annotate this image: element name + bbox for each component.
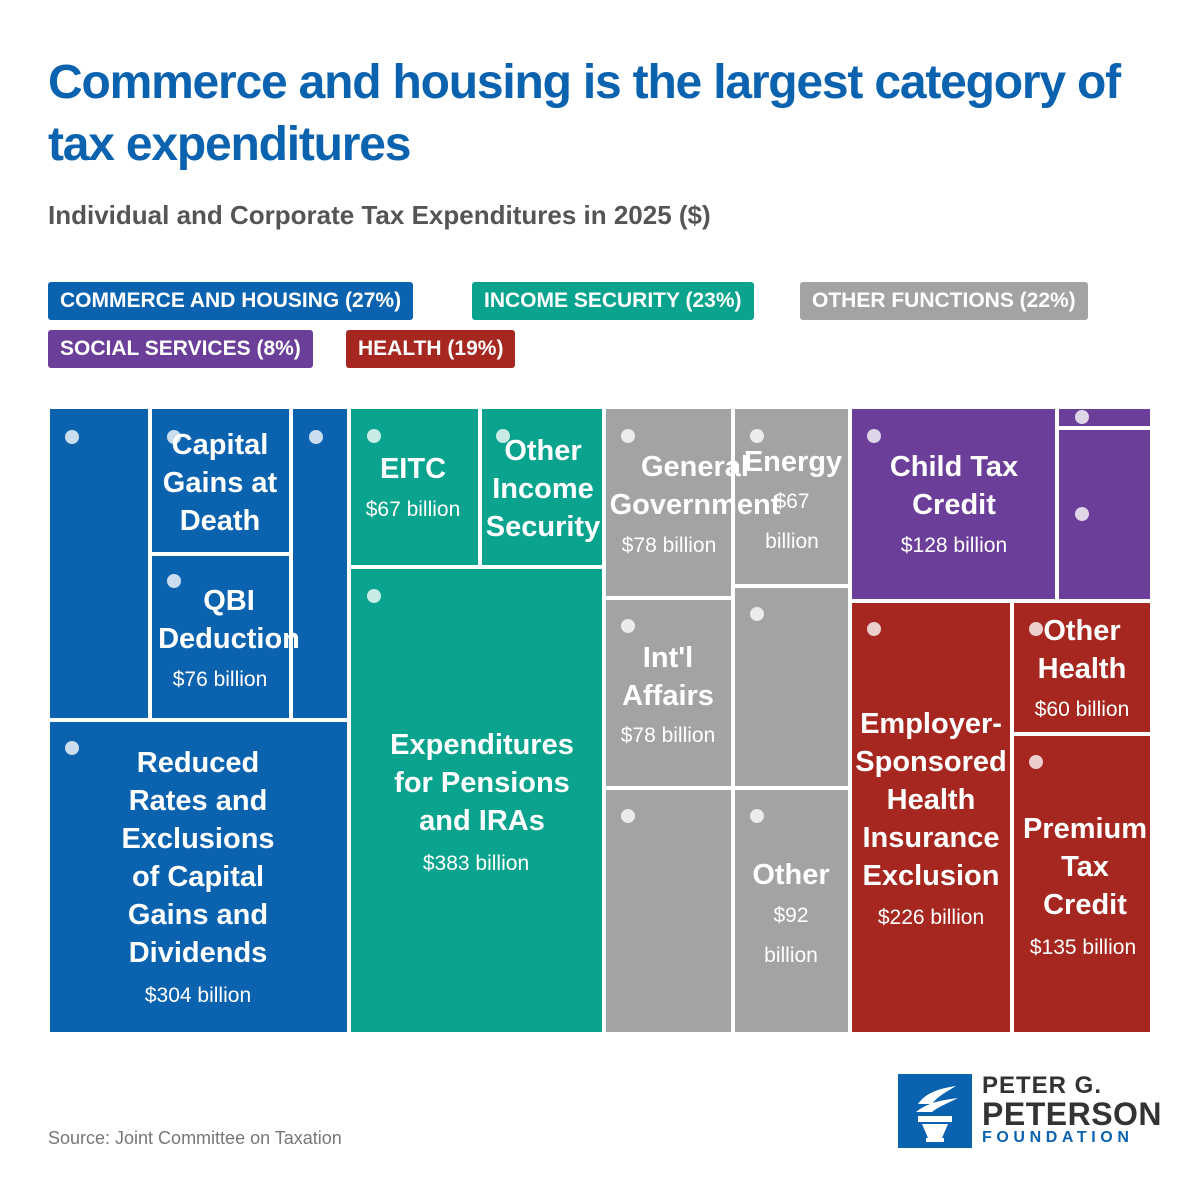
logo-line-3: FOUNDATION — [982, 1129, 1134, 1146]
label-intl-affairs: Int'l Affairs — [622, 642, 714, 712]
chart-subtitle: Individual and Corporate Tax Expenditure… — [48, 200, 711, 230]
legend-social-services: SOCIAL SERVICES (8%) — [48, 330, 313, 368]
tile-child-tax-credit — [850, 407, 1057, 601]
legend-health: HEALTH (19%) — [346, 330, 516, 368]
tile-eitc — [349, 407, 480, 567]
tile-premium-tax-credit-dot-icon — [1029, 755, 1043, 769]
peterson-foundation-logo: PETER G. PETERSON FOUNDATION — [898, 1072, 1162, 1148]
legend-commerce-housing: COMMERCE AND HOUSING (27%) — [48, 282, 414, 320]
label-reduced-rates: Reduced Rates and Exclusions of Capital … — [121, 747, 275, 969]
tile-capital-gains-at-death-dot-icon — [167, 430, 181, 444]
tile-employer-sponsored-health — [850, 601, 1012, 1034]
label-other: Other — [752, 859, 830, 891]
legend-other-functions: OTHER FUNCTIONS (22%) — [800, 282, 1088, 320]
legend-income-security: INCOME SECURITY (23%) — [472, 282, 754, 320]
value-employer-sponsored: $226 billion — [877, 906, 985, 929]
tile-intl-affairs-dot-icon — [621, 619, 635, 633]
label-pensions: Expenditures for Pensions and IRAs — [390, 729, 574, 837]
source-note: Source: Joint Committee on Taxation — [48, 1128, 342, 1148]
value-intl-affairs: $78 billion — [620, 724, 716, 747]
tile-other-health-dot-icon — [1029, 622, 1043, 636]
label-child-tax-credit: Child Tax Credit — [889, 451, 1019, 521]
label-employer-sponsored: Employer- Sponsored Health Insurance Exc… — [855, 708, 1007, 892]
label-eitc: EITC — [379, 453, 447, 485]
tile-energy-dot-icon — [750, 429, 764, 443]
tile-eitc-dot-icon — [367, 429, 381, 443]
label-energy: Energy — [743, 446, 843, 478]
value-energy: $67 billion — [765, 490, 819, 553]
label-other-income-security: Other Income Security — [485, 435, 601, 543]
value-child-tax-credit: $128 billion — [900, 534, 1008, 557]
tile-other-functions-unlabeled-1-dot-icon — [750, 607, 764, 621]
tile-reduced-rates-capital-gains — [48, 720, 349, 1034]
label-qbi-deduction: QBI Deduction — [158, 585, 300, 655]
tile-commerce-unlabeled-2 — [291, 407, 349, 720]
value-reduced-rates: $304 billion — [144, 984, 252, 1007]
value-pensions: $383 billion — [422, 852, 530, 875]
tile-social-unlabeled-2 — [1057, 428, 1152, 601]
tile-commerce-unlabeled-1-dot-icon — [65, 430, 79, 444]
tile-premium-tax-credit — [1012, 734, 1152, 1034]
label-other-health: Other Health — [1037, 615, 1127, 685]
value-eitc: $67 billion — [365, 498, 461, 521]
tile-other-dot-icon — [750, 809, 764, 823]
chart-title: Commerce and housing is the largest cate… — [48, 56, 1121, 171]
label-premium-tax-credit: Premium Tax Credit — [1022, 813, 1148, 921]
tile-social-unlabeled-2-dot-icon — [1075, 507, 1089, 521]
value-qbi-deduction: $76 billion — [172, 668, 268, 691]
tile-employer-sponsored-health-dot-icon — [867, 622, 881, 636]
tile-other-income-security-dot-icon — [496, 429, 510, 443]
tile-reduced-rates-capital-gains-dot-icon — [65, 741, 79, 755]
tile-commerce-unlabeled-2-dot-icon — [309, 430, 323, 444]
value-general-government: $78 billion — [621, 534, 717, 557]
tile-other — [733, 788, 850, 1034]
logo-line-1: PETER G. — [982, 1072, 1103, 1099]
tile-other-health — [1012, 601, 1152, 734]
value-premium-tax-credit: $135 billion — [1029, 936, 1137, 959]
tile-pensions-iras-dot-icon — [367, 589, 381, 603]
tile-general-government-dot-icon — [621, 429, 635, 443]
tile-other-functions-unlabeled-2-dot-icon — [621, 809, 635, 823]
tile-commerce-unlabeled-1 — [48, 407, 150, 720]
tile-qbi-deduction-dot-icon — [167, 574, 181, 588]
torch-icon — [898, 1074, 972, 1148]
tile-other-functions-unlabeled-2 — [604, 788, 733, 1034]
tile-social-unlabeled-1 — [1057, 407, 1152, 428]
label-capital-gains-at-death: Capital Gains at Death — [162, 429, 278, 537]
label-general-government: General Government — [609, 451, 781, 521]
tile-child-tax-credit-dot-icon — [867, 429, 881, 443]
value-other-health: $60 billion — [1034, 698, 1130, 721]
tile-pensions-iras — [349, 567, 604, 1034]
value-other: $92 billion — [764, 904, 818, 967]
tile-social-unlabeled-1-dot-icon — [1075, 410, 1089, 424]
logo-line-2: PETERSON — [982, 1096, 1163, 1132]
